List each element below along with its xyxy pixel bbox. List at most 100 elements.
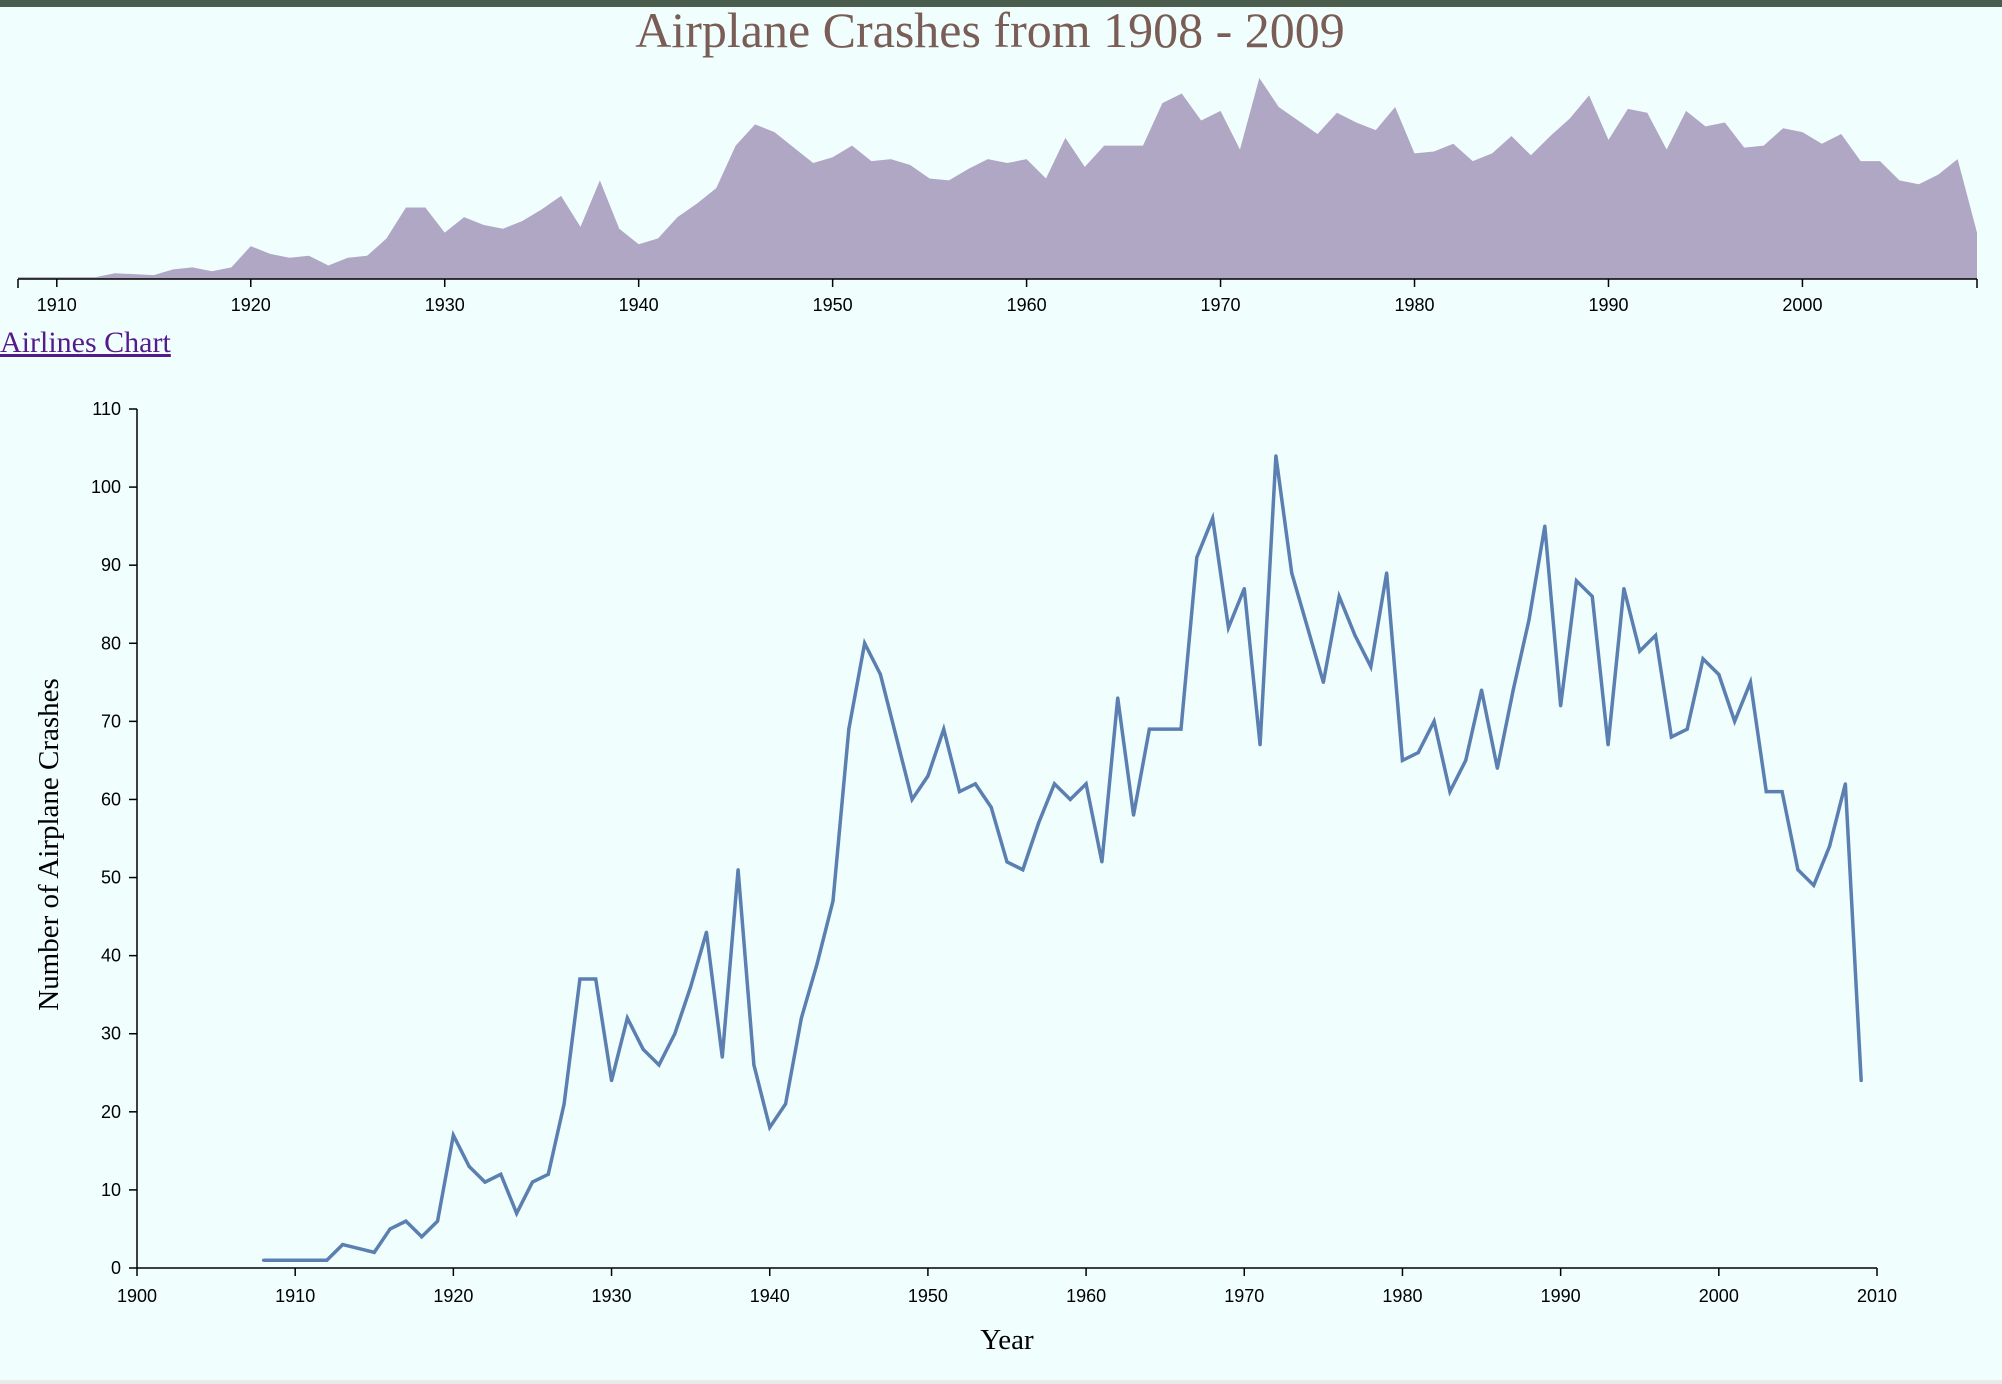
window-top-bar (0, 0, 2002, 7)
data-point (483, 1180, 487, 1184)
data-point (1559, 704, 1563, 708)
data-points (261, 454, 1863, 1262)
data-point (910, 797, 914, 802)
data-point (1068, 797, 1072, 802)
data-point (293, 1258, 297, 1262)
overview-tick-label: 2000 (1782, 295, 1822, 315)
data-point (372, 1250, 376, 1254)
data-point (1543, 524, 1547, 528)
data-point (1717, 672, 1721, 677)
data-point (831, 899, 835, 903)
data-point (1400, 758, 1405, 763)
x-tick-label: 1990 (1541, 1286, 1581, 1306)
data-point (799, 1016, 803, 1020)
data-point (942, 727, 946, 731)
data-point (1827, 844, 1832, 848)
data-point (467, 1164, 471, 1169)
data-point (1037, 821, 1041, 825)
data-point (973, 782, 977, 786)
y-tick-label: 30 (101, 1024, 121, 1044)
y-tick-label: 90 (101, 555, 121, 575)
data-point (815, 961, 819, 966)
overview-tick-label: 1970 (1201, 295, 1241, 315)
overview-tick-label: 1940 (619, 295, 659, 315)
data-point (1211, 516, 1215, 520)
data-point (1796, 868, 1800, 872)
y-axis: 0 10 20 30 40 50 60 70 80 90 100 110 (91, 399, 138, 1278)
data-point (277, 1258, 281, 1262)
x-tick-label: 1930 (592, 1286, 632, 1306)
data-point (1369, 665, 1373, 669)
data-point (530, 1180, 535, 1184)
data-point (435, 1219, 440, 1223)
data-point (1100, 860, 1104, 864)
data-point (863, 641, 867, 645)
data-point (1701, 657, 1705, 661)
y-tick-label: 110 (92, 399, 121, 419)
data-point (736, 868, 740, 872)
data-point (1195, 555, 1199, 559)
data-point (1432, 719, 1436, 723)
x-tick-label: 2010 (1857, 1286, 1897, 1306)
data-point (1859, 1078, 1863, 1083)
data-point (1653, 633, 1658, 638)
overview-area-chart[interactable]: 1910 1920 1930 1940 1950 1960 1970 1980 1990 2000 (0, 0, 2002, 320)
data-point (878, 672, 883, 677)
data-point (1005, 860, 1009, 864)
data-point (1669, 735, 1673, 739)
y-tick-label: 80 (101, 633, 121, 653)
airlines-chart-link[interactable]: Airlines Chart (0, 326, 171, 359)
data-point (1147, 727, 1151, 731)
data-point (1226, 626, 1231, 630)
data-point (1685, 727, 1689, 731)
data-point (1764, 790, 1768, 794)
page-title: Airplane Crashes from 1908 - 2009 (635, 2, 1345, 58)
data-point (1321, 680, 1325, 684)
data-point (1590, 594, 1594, 599)
data-point (1353, 633, 1357, 638)
data-point (309, 1258, 313, 1262)
data-point (752, 1063, 756, 1067)
data-point (641, 1047, 645, 1051)
overview-tick-label: 1930 (425, 295, 465, 315)
data-point (1163, 727, 1167, 731)
overview-x-axis: 1910 1920 1930 1940 1950 1960 1970 1980 1990 2000 (17, 278, 1978, 315)
data-point (451, 1133, 455, 1137)
x-axis: 1900 1910 1920 1930 1940 1950 1960 1970 1980 1990… (117, 1267, 1897, 1306)
data-point (1084, 782, 1088, 786)
overview-tick-label: 1990 (1588, 295, 1628, 315)
data-point (1733, 719, 1737, 723)
data-point (1116, 696, 1120, 700)
data-point (894, 735, 898, 739)
overview-tick-label: 1980 (1394, 295, 1434, 315)
data-point (1606, 743, 1610, 747)
data-point (847, 727, 851, 731)
y-tick-label: 0 (111, 1258, 121, 1278)
y-tick-label: 40 (101, 946, 121, 966)
data-point (1052, 782, 1057, 786)
y-tick-label: 20 (101, 1102, 121, 1122)
data-point (1242, 587, 1246, 591)
data-point (1495, 766, 1499, 770)
x-tick-label: 1940 (750, 1286, 790, 1306)
data-point (1748, 680, 1753, 684)
data-point (1780, 790, 1784, 794)
x-tick-label: 2000 (1699, 1286, 1739, 1306)
data-point (1416, 751, 1420, 755)
x-tick-label: 1980 (1382, 1286, 1422, 1306)
data-point (1464, 758, 1468, 763)
data-point (341, 1242, 345, 1247)
x-tick-label: 1920 (433, 1286, 473, 1306)
data-point (1337, 594, 1341, 599)
data-point (625, 1016, 629, 1020)
overview-tick-label: 1960 (1007, 295, 1047, 315)
data-point (1179, 727, 1183, 731)
overview-area (18, 78, 1977, 279)
data-point (926, 774, 930, 778)
crash-count-series-line (263, 455, 1863, 1262)
overview-tick-label: 1950 (813, 295, 853, 315)
x-tick-label: 1950 (908, 1286, 948, 1306)
data-point (515, 1211, 519, 1215)
